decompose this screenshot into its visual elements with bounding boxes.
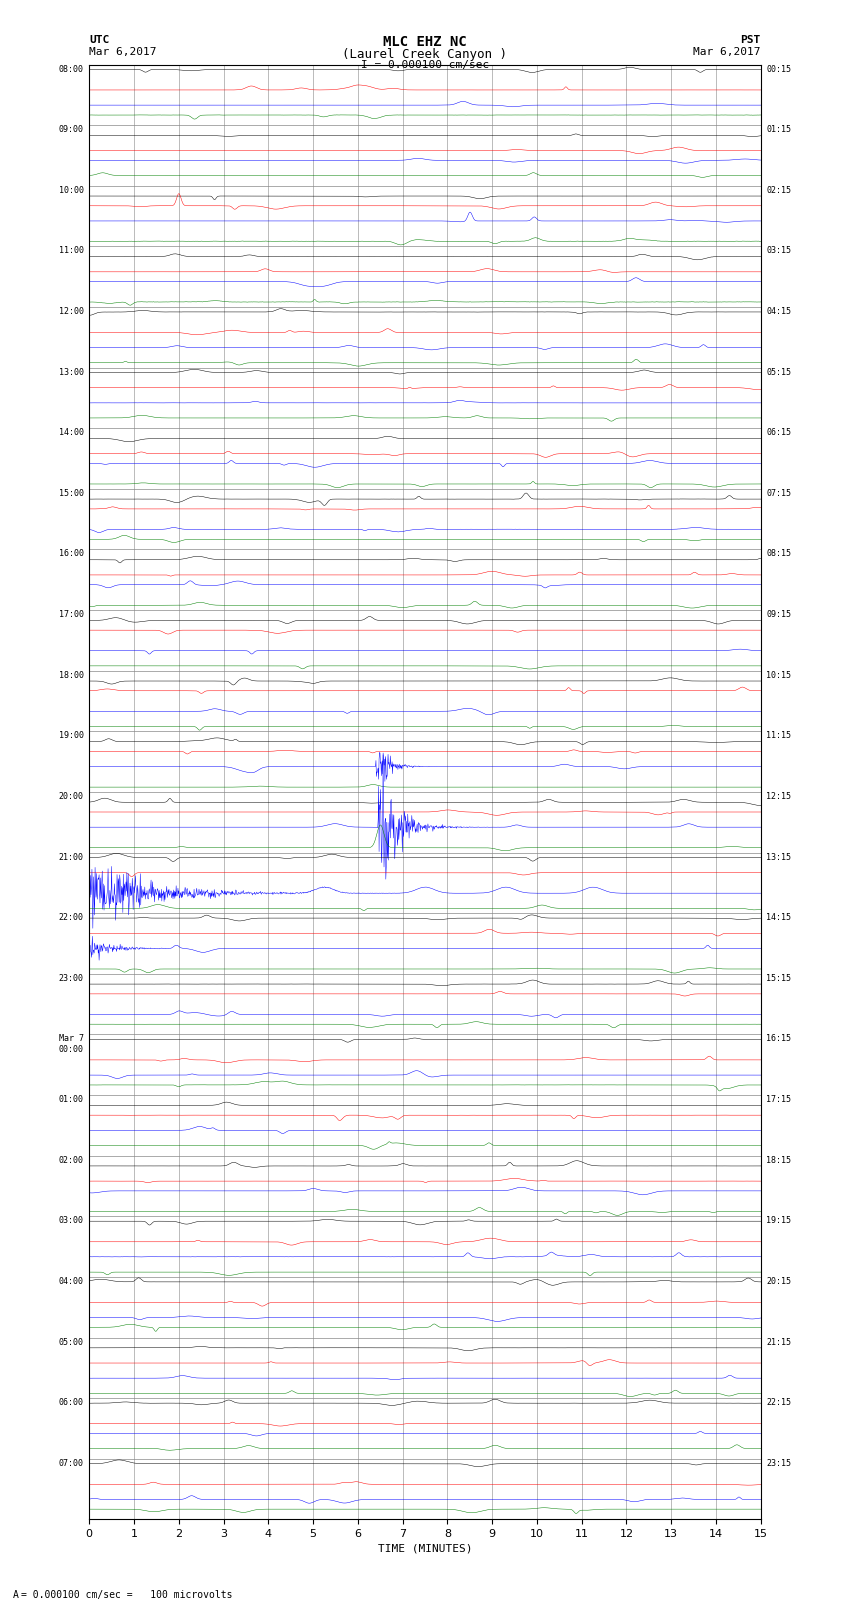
Text: 07:15: 07:15 [766, 489, 791, 498]
Text: = 0.000100 cm/sec =   100 microvolts: = 0.000100 cm/sec = 100 microvolts [21, 1590, 233, 1600]
Text: (Laurel Creek Canyon ): (Laurel Creek Canyon ) [343, 48, 507, 61]
Text: 14:00: 14:00 [59, 427, 84, 437]
Text: 23:00: 23:00 [59, 974, 84, 982]
Text: 19:15: 19:15 [766, 1216, 791, 1226]
Text: 06:00: 06:00 [59, 1398, 84, 1407]
Text: 13:15: 13:15 [766, 853, 791, 861]
Text: 23:15: 23:15 [766, 1458, 791, 1468]
Text: 16:15: 16:15 [766, 1034, 791, 1044]
Text: 03:15: 03:15 [766, 247, 791, 255]
Text: I = 0.000100 cm/sec: I = 0.000100 cm/sec [361, 60, 489, 69]
Text: 05:15: 05:15 [766, 368, 791, 376]
Text: 08:15: 08:15 [766, 550, 791, 558]
Text: 02:00: 02:00 [59, 1155, 84, 1165]
Text: 22:00: 22:00 [59, 913, 84, 923]
Text: Mar 6,2017: Mar 6,2017 [89, 47, 156, 56]
Text: 01:00: 01:00 [59, 1095, 84, 1103]
Text: 21:15: 21:15 [766, 1337, 791, 1347]
Text: 11:00: 11:00 [59, 247, 84, 255]
Text: 07:00: 07:00 [59, 1458, 84, 1468]
X-axis label: TIME (MINUTES): TIME (MINUTES) [377, 1544, 473, 1553]
Text: 20:00: 20:00 [59, 792, 84, 802]
Text: 19:00: 19:00 [59, 731, 84, 740]
Text: 02:15: 02:15 [766, 185, 791, 195]
Text: 15:00: 15:00 [59, 489, 84, 498]
Text: 10:15: 10:15 [766, 671, 791, 679]
Text: 00:00: 00:00 [59, 1045, 84, 1053]
Text: 13:00: 13:00 [59, 368, 84, 376]
Text: 01:15: 01:15 [766, 126, 791, 134]
Text: 09:15: 09:15 [766, 610, 791, 619]
Text: 14:15: 14:15 [766, 913, 791, 923]
Text: 12:15: 12:15 [766, 792, 791, 802]
Text: 17:15: 17:15 [766, 1095, 791, 1103]
Text: 20:15: 20:15 [766, 1277, 791, 1286]
Text: 00:15: 00:15 [766, 65, 791, 74]
Text: PST: PST [740, 35, 761, 45]
Text: 05:00: 05:00 [59, 1337, 84, 1347]
Text: MLC EHZ NC: MLC EHZ NC [383, 35, 467, 50]
Text: 16:00: 16:00 [59, 550, 84, 558]
Text: 04:15: 04:15 [766, 306, 791, 316]
Text: 06:15: 06:15 [766, 427, 791, 437]
Text: A: A [13, 1590, 19, 1600]
Text: 15:15: 15:15 [766, 974, 791, 982]
Text: UTC: UTC [89, 35, 110, 45]
Text: 17:00: 17:00 [59, 610, 84, 619]
Text: 04:00: 04:00 [59, 1277, 84, 1286]
Text: 18:00: 18:00 [59, 671, 84, 679]
Text: 10:00: 10:00 [59, 185, 84, 195]
Text: 08:00: 08:00 [59, 65, 84, 74]
Text: 22:15: 22:15 [766, 1398, 791, 1407]
Text: Mar 7: Mar 7 [59, 1034, 84, 1044]
Text: 11:15: 11:15 [766, 731, 791, 740]
Text: 21:00: 21:00 [59, 853, 84, 861]
Text: 09:00: 09:00 [59, 126, 84, 134]
Text: 18:15: 18:15 [766, 1155, 791, 1165]
Text: 12:00: 12:00 [59, 306, 84, 316]
Text: 03:00: 03:00 [59, 1216, 84, 1226]
Text: Mar 6,2017: Mar 6,2017 [694, 47, 761, 56]
